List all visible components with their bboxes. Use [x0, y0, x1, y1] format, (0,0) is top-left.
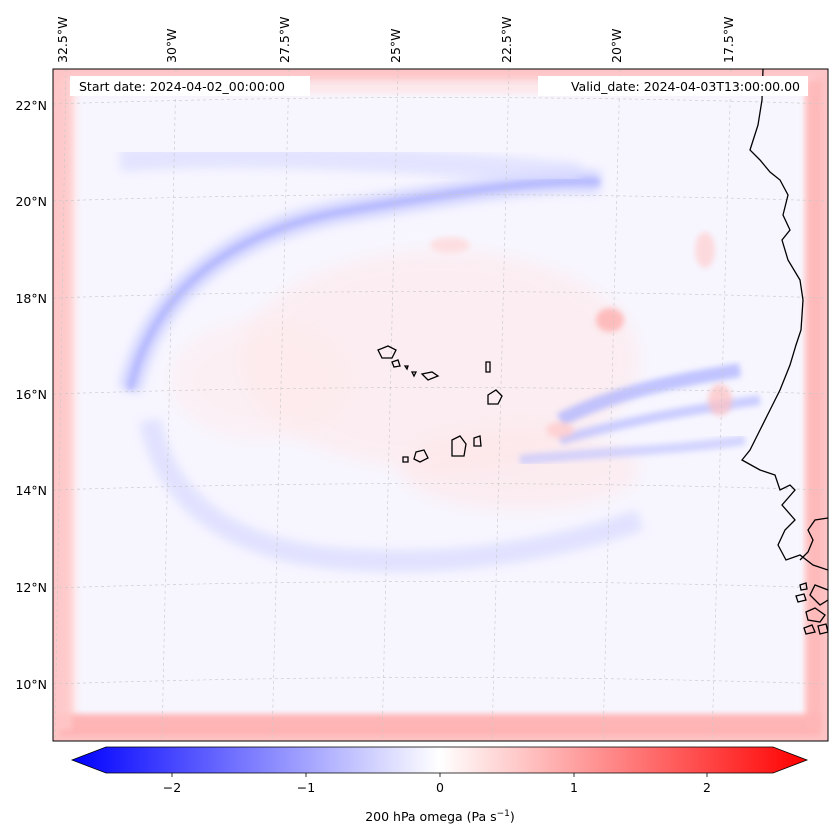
lon-label-20w: 20°W — [609, 28, 624, 63]
colorbar-tick-neg2: −2 — [163, 780, 181, 795]
island-santo-antao — [377, 345, 397, 359]
lat-label-10n: 10°N — [15, 677, 47, 692]
valid-date-box — [538, 76, 808, 96]
island-sal — [420, 371, 440, 381]
island-boa-vista-n — [485, 361, 491, 373]
lat-label-16n: 16°N — [15, 387, 47, 402]
longitude-labels: 32.5°W 30°W 27.5°W 25°W 22.5°W 20°W 17.5… — [55, 17, 736, 63]
island-sao-vicente — [391, 359, 401, 368]
valid-date-text: Valid_date: 2024-04-03T13:00:00.00 — [571, 79, 800, 94]
colorbar-label-main: 200 hPa omega (Pa s — [365, 809, 496, 824]
latitude-labels: 22°N 20°N 18°N 16°N 14°N 12°N 10°N — [15, 98, 47, 692]
lat-label-14n: 14°N — [15, 483, 47, 498]
start-date-text: Start date: 2024-04-02_00:00:00 — [79, 79, 285, 94]
coast-gambia-guinea — [799, 517, 828, 561]
island-fogo — [413, 449, 429, 463]
colorbar-tick-1: 1 — [570, 780, 578, 795]
colorbar-tick-2: 2 — [703, 780, 711, 795]
colorbar: −2 −1 0 1 2 200 hPa omega (Pa s−1) — [70, 746, 809, 824]
coastlines — [377, 69, 828, 635]
colorbar-label: 200 hPa omega (Pa s−1) — [365, 809, 515, 824]
island-santa-luzia — [403, 365, 409, 371]
lat-label-20n: 20°N — [15, 194, 47, 209]
island-boa-vista — [487, 389, 503, 405]
lat-label-12n: 12°N — [15, 580, 47, 595]
lat-label-18n: 18°N — [15, 291, 47, 306]
lon-label-27-5w: 27.5°W — [277, 17, 292, 63]
colorbar-ticks — [171, 773, 708, 777]
colorbar-label-close: ) — [510, 809, 515, 824]
lon-label-25w: 25°W — [388, 28, 403, 63]
colorbar-label-exponent: −1 — [497, 809, 510, 819]
lon-label-32-5w: 32.5°W — [55, 17, 70, 63]
island-brava — [402, 456, 409, 463]
africa-coast — [741, 69, 828, 571]
colorbar-body — [70, 746, 809, 774]
lat-label-22n: 22°N — [15, 98, 47, 113]
island-maio — [473, 435, 482, 447]
island-santiago — [451, 435, 467, 457]
island-sao-nicolau — [410, 371, 418, 378]
lon-label-30w: 30°W — [164, 28, 179, 63]
lon-label-22-5w: 22.5°W — [499, 17, 514, 63]
lon-label-17-5w: 17.5°W — [721, 17, 736, 63]
omega-field — [53, 69, 828, 741]
coast-bissagos — [809, 584, 828, 606]
colorbar-tick-0: 0 — [436, 780, 444, 795]
colorbar-tick-neg1: −1 — [297, 780, 315, 795]
start-date-box — [70, 76, 310, 96]
map-frame — [52, 68, 829, 742]
graticule — [53, 69, 828, 741]
map-panel: Start date: 2024-04-02_00:00:00 Valid_da… — [52, 68, 829, 742]
